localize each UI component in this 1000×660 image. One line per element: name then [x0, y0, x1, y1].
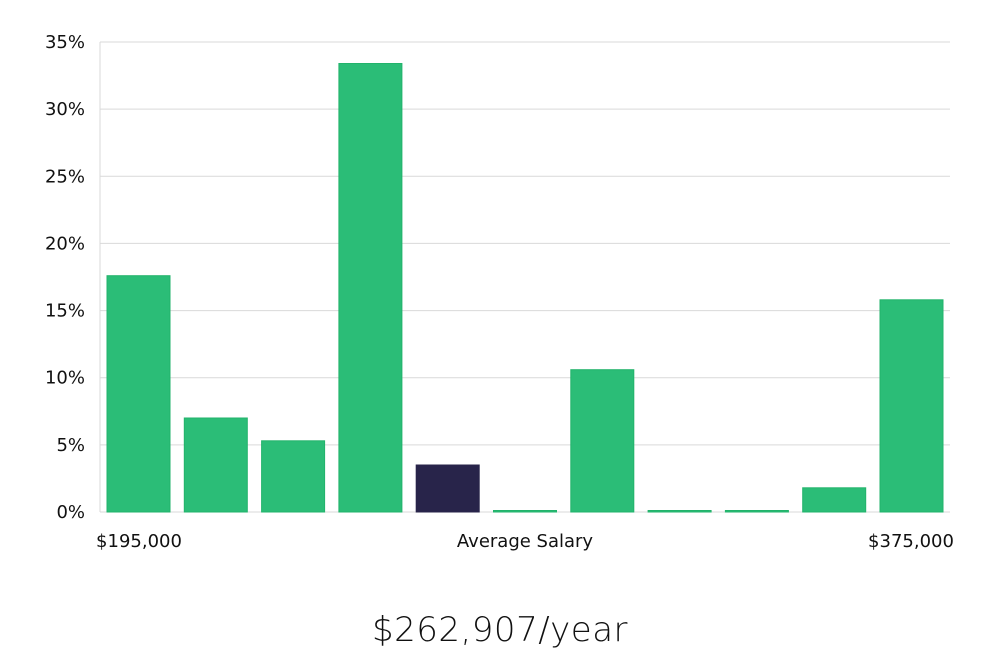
bar	[879, 299, 944, 513]
y-tick-label: 35%	[45, 32, 85, 53]
bar	[802, 487, 867, 513]
bar	[183, 417, 248, 513]
y-tick-label: 30%	[45, 99, 85, 120]
bar	[570, 369, 635, 513]
average-salary-value: $262,907/year	[371, 610, 629, 650]
bar	[724, 510, 789, 513]
bar	[106, 275, 171, 513]
x-label-average: Average Salary	[457, 531, 594, 552]
bar	[647, 510, 712, 513]
y-tick-label: 10%	[45, 368, 85, 389]
bar	[338, 63, 403, 513]
y-tick-label: 15%	[45, 301, 85, 322]
bars	[106, 63, 944, 513]
bar	[493, 510, 557, 513]
y-tick-label: 20%	[45, 233, 85, 254]
x-label-min: $195,000	[96, 531, 182, 552]
y-tick-label: 25%	[45, 166, 85, 187]
x-label-max: $375,000	[868, 531, 954, 552]
salary-histogram: 0% 5% 10% 15% 20% 25% 30% 35% $195,000 Average …	[45, 32, 954, 552]
x-axis-labels: $195,000 Average Salary $375,000	[96, 531, 954, 552]
y-tick-label: 0%	[56, 502, 85, 523]
y-axis-ticks: 0% 5% 10% 15% 20% 25% 30% 35%	[45, 32, 85, 523]
bar-average-highlight	[415, 464, 480, 513]
y-tick-label: 5%	[56, 435, 85, 456]
bar	[261, 440, 326, 513]
